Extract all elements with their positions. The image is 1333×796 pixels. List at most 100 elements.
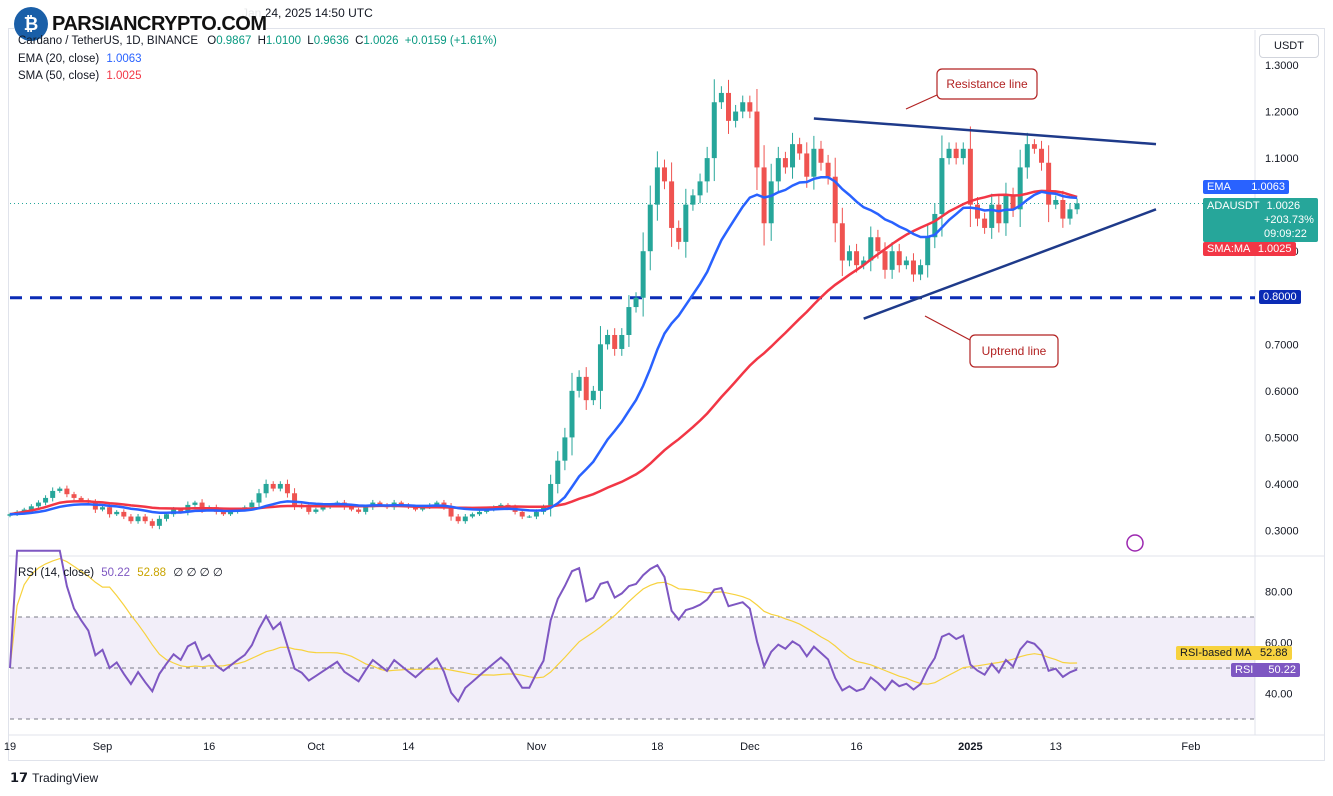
candle-body xyxy=(1024,144,1030,168)
candle-body xyxy=(412,507,418,510)
candle-body xyxy=(989,204,995,228)
candle-body xyxy=(761,167,767,224)
candle-body xyxy=(256,493,262,503)
candle-body xyxy=(974,204,980,219)
candle-body xyxy=(640,251,646,298)
candle-body xyxy=(633,297,639,308)
candle-body xyxy=(982,218,988,228)
candle-body xyxy=(612,334,618,349)
header-datetime: Jan 24, 2025 14:50 UTC xyxy=(242,6,373,20)
candle-body xyxy=(903,260,909,266)
candle-body xyxy=(43,497,49,503)
time-tick-label: 2025 xyxy=(958,741,982,753)
rsi-legend-extra: ∅ ∅ ∅ ∅ xyxy=(173,567,223,579)
currency-selector[interactable]: USDT xyxy=(1259,34,1319,58)
resistance-trendline xyxy=(813,117,1157,146)
sma-line xyxy=(9,189,1078,516)
candle-body xyxy=(1067,209,1073,219)
candle-body xyxy=(996,204,1002,224)
candle-body xyxy=(896,251,902,266)
candle-body xyxy=(811,148,817,177)
candle-body xyxy=(960,148,966,159)
time-tick-label: Sep xyxy=(93,741,113,753)
symbol-legend[interactable]: Cardano / TetherUS, 1D, BINANCE O0.9867 … xyxy=(18,35,497,47)
candle-body xyxy=(164,514,170,519)
candle-body xyxy=(555,460,561,484)
candle-body xyxy=(804,153,810,177)
candle-body xyxy=(92,502,98,510)
candle-body xyxy=(292,493,298,505)
candle-body xyxy=(733,111,739,121)
sma-badge: SMA:MA 1.0025 xyxy=(1203,242,1296,256)
candle-body xyxy=(1010,195,1016,210)
candle-body xyxy=(363,507,369,512)
rsi-line xyxy=(9,549,1078,703)
time-tick-label: 13 xyxy=(1050,741,1062,753)
candle-body xyxy=(932,213,938,238)
time-tick-label: Oct xyxy=(307,741,324,753)
candle-body xyxy=(398,502,404,505)
time-tick-label: 19 xyxy=(4,741,16,753)
alert-lightning-icon xyxy=(1126,534,1144,552)
tradingview-footer[interactable]: 𝟭𝟳 TradingView xyxy=(10,770,98,786)
price-badge-pct: +203.73% xyxy=(1264,214,1314,226)
candle-body xyxy=(683,204,689,242)
candle-body xyxy=(128,516,134,522)
price-badge-value: 1.0026 xyxy=(1266,200,1301,212)
price-tick-label: 1.1000 xyxy=(1265,153,1299,165)
tradingview-icon: 𝟭𝟳 xyxy=(10,770,29,785)
time-tick-label: Nov xyxy=(527,741,547,753)
candle-body xyxy=(149,521,155,526)
sma-legend-label: SMA (50, close) xyxy=(18,70,100,82)
rsi-ma-line xyxy=(9,557,1078,685)
candle-body xyxy=(178,509,184,512)
ema-legend-value: 1.0063 xyxy=(106,53,142,65)
chart-frame xyxy=(8,28,1325,761)
uptrend-callout-label: Uptrend line xyxy=(982,344,1047,358)
candle-body xyxy=(910,260,916,275)
candle-body xyxy=(71,494,77,498)
rsi-legend[interactable]: RSI (14, close) 50.22 52.88 ∅ ∅ ∅ ∅ xyxy=(18,565,223,579)
candle-body xyxy=(249,502,255,508)
candle-body xyxy=(1046,162,1052,205)
candle-body xyxy=(697,181,703,196)
price-tick-label: 1.3000 xyxy=(1265,60,1299,72)
price-tick-label: 0.4000 xyxy=(1265,479,1299,491)
candle-body xyxy=(28,506,34,510)
candle-body xyxy=(57,488,63,491)
candle-body xyxy=(875,237,881,252)
candle-body xyxy=(121,511,127,517)
sma-legend[interactable]: SMA (50, close) 1.0025 xyxy=(18,70,142,82)
rsi-badge: RSI 50.22 xyxy=(1231,663,1300,677)
candle-body xyxy=(669,181,675,228)
candle-body xyxy=(50,490,56,498)
candle-body xyxy=(967,148,973,205)
ema-legend-label: EMA (20, close) xyxy=(18,53,100,65)
candle-body xyxy=(1060,199,1066,219)
candle-body xyxy=(775,158,781,182)
candle-body xyxy=(818,148,824,163)
candle-body xyxy=(583,376,589,401)
candle-body xyxy=(690,195,696,205)
candle-body xyxy=(718,92,724,103)
ema-legend[interactable]: EMA (20, close) 1.0063 xyxy=(18,53,142,65)
candle-body xyxy=(64,488,70,495)
candle-body xyxy=(107,507,113,515)
candle-body xyxy=(647,204,653,252)
candle-body xyxy=(676,227,682,242)
candle-body xyxy=(626,307,632,335)
candle-body xyxy=(448,507,454,517)
candle-body xyxy=(533,511,539,517)
candle-body xyxy=(953,148,959,159)
candle-body xyxy=(939,158,945,214)
candle-body xyxy=(78,497,84,501)
candle-body xyxy=(918,265,924,275)
candle-body xyxy=(35,502,41,507)
candle-body xyxy=(420,507,426,510)
time-tick-label: Dec xyxy=(740,741,760,753)
ema-line xyxy=(9,175,1078,516)
sma-legend-value: 1.0025 xyxy=(106,70,142,82)
candle-body xyxy=(782,158,788,168)
candle-body xyxy=(220,511,226,515)
